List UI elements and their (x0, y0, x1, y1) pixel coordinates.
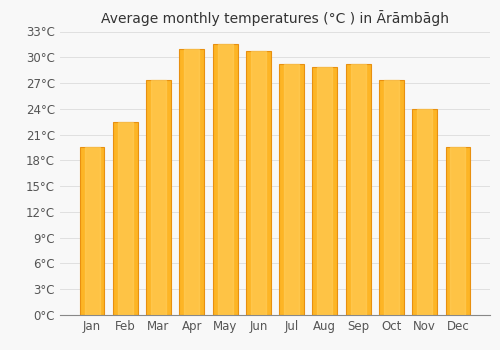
Bar (146, 80, 171, 315)
Title: Average monthly temperatures (°C ) in Ārāmbāgh: Average monthly temperatures (°C ) in Ār… (101, 10, 449, 26)
Bar (218, 44, 232, 315)
Bar (346, 64, 370, 315)
Bar (212, 44, 238, 315)
Bar (251, 51, 266, 315)
Bar (412, 109, 437, 315)
Bar (113, 122, 138, 315)
Bar (284, 64, 299, 315)
Bar (180, 49, 204, 315)
Bar (312, 67, 338, 315)
Bar (417, 109, 432, 315)
Bar (84, 147, 100, 315)
Bar (318, 67, 332, 315)
Bar (279, 64, 304, 315)
Bar (184, 49, 200, 315)
Bar (151, 80, 166, 315)
Bar (450, 147, 466, 315)
Bar (246, 51, 271, 315)
Bar (446, 147, 470, 315)
Bar (384, 80, 399, 315)
Bar (118, 122, 133, 315)
Bar (379, 80, 404, 315)
Bar (80, 147, 104, 315)
Bar (350, 64, 366, 315)
